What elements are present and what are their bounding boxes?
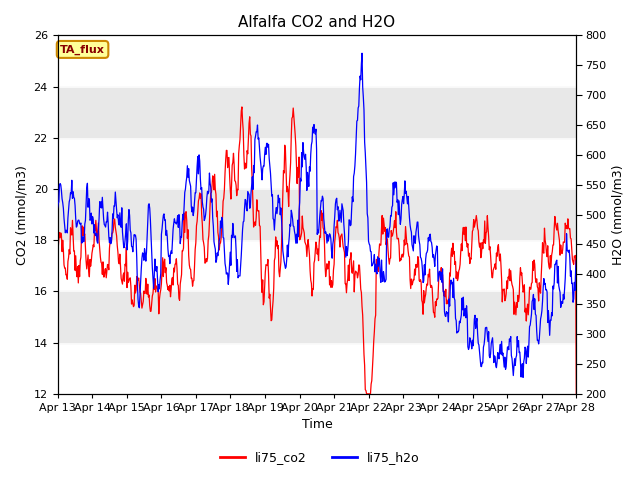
Bar [58, 291, 576, 343]
Y-axis label: CO2 (mmol/m3): CO2 (mmol/m3) [15, 165, 28, 264]
Bar [58, 86, 576, 138]
X-axis label: Time: Time [301, 419, 332, 432]
Text: TA_flux: TA_flux [60, 44, 105, 55]
Title: Alfalfa CO2 and H2O: Alfalfa CO2 and H2O [238, 15, 396, 30]
Y-axis label: H2O (mmol/m3): H2O (mmol/m3) [612, 164, 625, 265]
Bar [58, 189, 576, 240]
Legend: li75_co2, li75_h2o: li75_co2, li75_h2o [215, 446, 425, 469]
